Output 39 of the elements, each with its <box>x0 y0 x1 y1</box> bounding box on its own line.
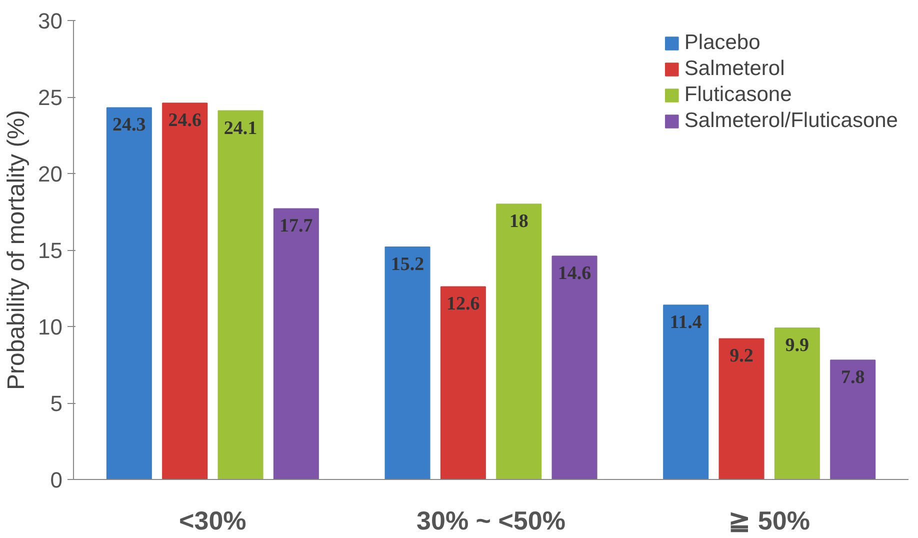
data-label: 18 <box>509 211 528 232</box>
x-tick-label: <30% <box>179 506 246 536</box>
data-label: 15.2 <box>390 254 424 275</box>
data-label: 7.8 <box>840 367 865 388</box>
data-label: 24.1 <box>224 118 258 139</box>
data-label: 9.9 <box>785 335 810 356</box>
data-label: 12.6 <box>446 294 480 315</box>
bar <box>718 338 764 480</box>
bar <box>440 286 486 480</box>
data-label: 11.4 <box>670 312 702 334</box>
bar <box>830 360 876 480</box>
bar <box>162 102 208 480</box>
data-label: 24.6 <box>168 110 202 132</box>
data-label: 9.2 <box>730 346 754 367</box>
bar <box>106 107 152 480</box>
legend-label: Salmeterol <box>684 56 785 82</box>
bar <box>496 204 542 480</box>
y-tick-label: 0 <box>50 468 63 492</box>
bar <box>273 208 319 480</box>
x-tick-label: ≧ 50% <box>728 506 810 536</box>
bar <box>552 256 598 480</box>
bar <box>663 304 709 480</box>
y-tick-label: 15 <box>38 238 63 263</box>
data-label: 24.3 <box>112 114 146 136</box>
bar <box>384 246 430 480</box>
y-tick-label: 5 <box>50 391 63 416</box>
data-label: 14.6 <box>558 263 592 284</box>
bar <box>774 328 820 480</box>
legend-label: Placebo <box>684 30 760 56</box>
data-label: 17.7 <box>280 216 314 237</box>
y-tick-label: 25 <box>38 85 63 110</box>
bar <box>218 110 264 480</box>
legend-label: Fluticasone <box>684 82 792 108</box>
y-tick-label: 30 <box>38 8 63 34</box>
x-tick-label: 30% ~ <50% <box>416 506 566 536</box>
y-tick-label: 10 <box>38 314 63 340</box>
y-tick-label: 20 <box>38 162 63 186</box>
y-axis-title: Probability of mortality (%) <box>3 110 30 390</box>
legend-label: Salmeterol/Fluticasone <box>684 108 898 134</box>
